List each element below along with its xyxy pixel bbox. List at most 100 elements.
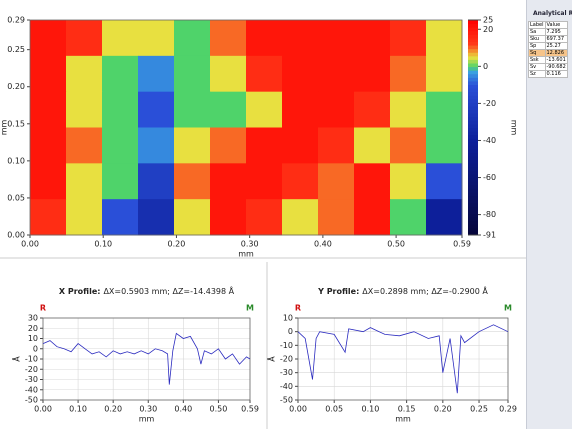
colorbar-step — [468, 56, 478, 60]
heat-cell — [318, 199, 355, 235]
heat-cell — [390, 20, 427, 56]
heat-cell — [174, 92, 211, 128]
colorbar-tick-label: -60 — [483, 173, 496, 182]
x-tick-label: 0.10 — [94, 240, 112, 249]
heat-cell — [282, 92, 319, 128]
table-cell: Ssk — [529, 57, 546, 64]
heat-cell — [282, 56, 319, 92]
colorbar-step — [468, 192, 478, 196]
heat-cell — [66, 128, 103, 164]
colorbar-step — [468, 185, 478, 189]
table-cell: Sp — [529, 43, 546, 50]
results-panel: Analytical Re LabelValueSa7.295Sku697.37… — [526, 0, 572, 429]
colorbar-step — [468, 124, 478, 128]
heat-cell — [318, 20, 355, 56]
heat-cell — [174, 20, 211, 56]
y-tick-label: 0.00 — [7, 231, 25, 240]
x-tick-label: 0.25 — [470, 405, 488, 414]
colorbar-step — [468, 128, 478, 132]
colorbar-tick-label: 20 — [483, 25, 493, 34]
heat-cell — [174, 56, 211, 92]
heat-cell — [246, 92, 283, 128]
panel-title: Analytical Re — [527, 0, 572, 21]
heat-cell — [102, 56, 139, 92]
y-tick-label: -10 — [25, 355, 38, 364]
x-tick-label: 0.00 — [34, 405, 52, 414]
colorbar-step — [468, 31, 478, 35]
y-tick-label: -30 — [280, 368, 293, 377]
heat-cell — [246, 128, 283, 164]
y-tick-label: -30 — [25, 375, 38, 384]
heat-cell — [426, 128, 463, 164]
table-cell: Sq — [529, 50, 546, 57]
heat-cell — [174, 128, 211, 164]
heat-cell — [210, 92, 247, 128]
x-tick-label: 0.40 — [174, 405, 192, 414]
y-tick-label: 0.05 — [7, 193, 25, 202]
table-cell: 697.37 — [545, 36, 567, 43]
colorbar-step — [468, 88, 478, 92]
colorbar-step — [468, 45, 478, 49]
heat-cell — [426, 92, 463, 128]
y-tick-label: 0.29 — [7, 16, 25, 25]
colorbar-step — [468, 113, 478, 117]
colorbar-step — [468, 221, 478, 225]
results-table: LabelValueSa7.295Sku697.37Sp25.27Sq12.82… — [528, 21, 568, 78]
workspace: 0.000.100.200.300.400.500.590.000.050.10… — [0, 0, 526, 429]
x-tick-label: 0.20 — [434, 405, 452, 414]
y-tick-label: 0.15 — [7, 119, 25, 128]
colorbar-step — [468, 196, 478, 200]
heat-cell — [102, 128, 139, 164]
heat-cell — [282, 163, 319, 199]
heat-cell — [246, 163, 283, 199]
colorbar-tick-label: -20 — [483, 99, 496, 108]
colorbar-step — [468, 156, 478, 160]
table-row: Sku697.37 — [529, 36, 568, 43]
heat-cell — [210, 199, 247, 235]
colorbar-step — [468, 24, 478, 28]
heat-cell — [318, 56, 355, 92]
table-cell: -90.682 — [545, 64, 567, 71]
colorbar-step — [468, 206, 478, 210]
heat-cell — [30, 20, 67, 56]
heat-cell — [354, 199, 391, 235]
y-tick-label: 10 — [28, 334, 38, 343]
heat-cell — [138, 163, 175, 199]
heat-cell — [390, 56, 427, 92]
table-row: Sz0.116 — [529, 71, 568, 78]
colorbar-step — [468, 27, 478, 31]
heat-cell — [390, 128, 427, 164]
colorbar-step — [468, 85, 478, 89]
colorbar-step — [468, 131, 478, 135]
heat-cell — [210, 20, 247, 56]
profile-title-info: ΔX=0.2898 mm; ΔZ=-0.2900 Å — [362, 285, 488, 296]
table-cell: Label — [529, 22, 546, 29]
colorbar-step — [468, 38, 478, 42]
y-tick-label: 20 — [28, 324, 38, 333]
table-row: Sq12.826 — [529, 50, 568, 57]
colorbar-step — [468, 81, 478, 85]
x-tick-label: 0.50 — [210, 405, 228, 414]
colorbar-step — [468, 52, 478, 56]
colorbar-step — [468, 149, 478, 153]
x-tick-label: 0.29 — [499, 405, 517, 414]
heat-cell — [138, 128, 175, 164]
heat-cell — [426, 163, 463, 199]
colorbar-step — [468, 70, 478, 74]
x-tick-label: 0.05 — [325, 405, 343, 414]
y-tick-label: 0.10 — [7, 156, 25, 165]
colorbar-step — [468, 217, 478, 221]
colorbar-step — [468, 142, 478, 146]
colorbar-step — [468, 171, 478, 175]
colorbar-step — [468, 95, 478, 99]
y-tick-label: -40 — [280, 382, 293, 391]
colorbar-step — [468, 20, 478, 24]
colorbar-step — [468, 117, 478, 121]
colorbar-step — [468, 210, 478, 214]
x-tick-label: 0.20 — [168, 240, 186, 249]
heat-cell — [102, 20, 139, 56]
heat-cell — [282, 128, 319, 164]
colorbar-step — [468, 203, 478, 207]
colorbar-label: mm — [510, 120, 519, 136]
